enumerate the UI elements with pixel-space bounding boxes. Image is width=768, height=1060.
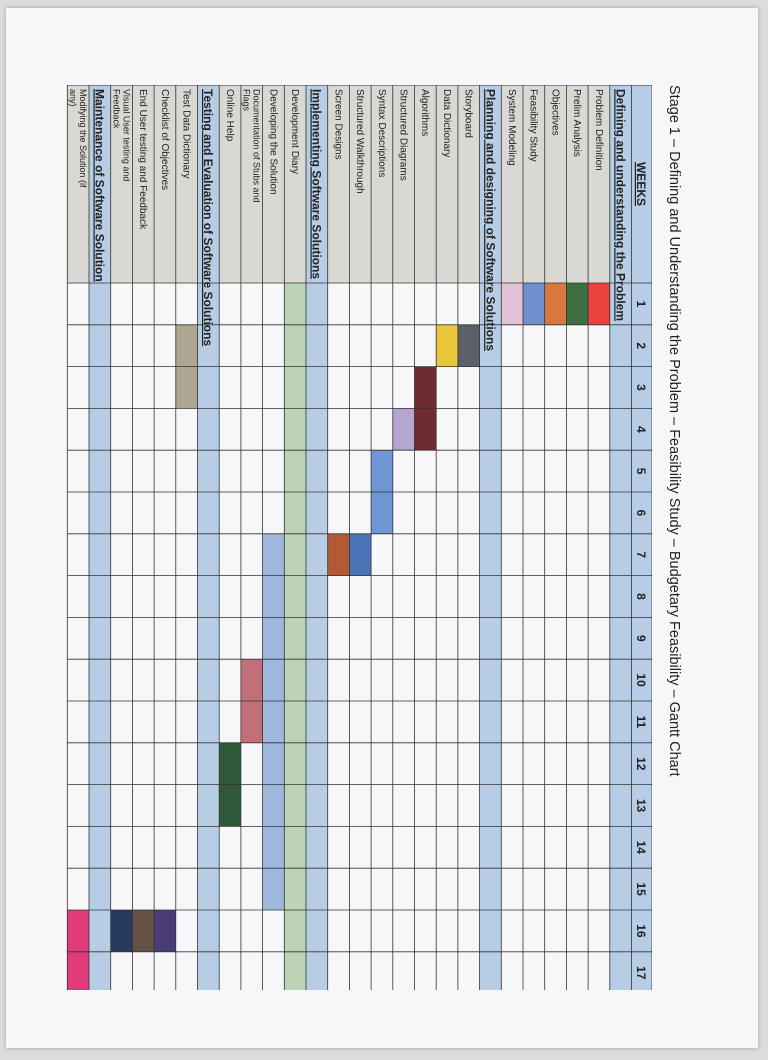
task-label-cell [67, 85, 89, 283]
task-label: Data Dictionary [441, 89, 452, 157]
task-bar [284, 283, 306, 990]
task-label: Problem Definition [593, 89, 604, 171]
task-bar [566, 283, 589, 325]
task-label-line: Feedback [111, 89, 121, 129]
task-label-cell [544, 85, 567, 283]
header-row-band [631, 85, 652, 990]
task-label-cell [154, 85, 176, 283]
week-tick-label: 7 [634, 551, 648, 558]
section-label: Defining and understanding the Problem [614, 89, 628, 321]
task-label: End User testing and Feedback [137, 89, 148, 230]
section-band [609, 85, 632, 990]
task-label: Checklist of Objectives [159, 89, 170, 190]
section-label: Implementing Software Solutions [310, 89, 324, 279]
task-label-line: Flags [242, 89, 252, 112]
week-tick-label: 1 [634, 301, 648, 308]
task-label-cell [392, 85, 415, 283]
task-label-line: Modifying the Solution (if [78, 89, 88, 188]
task-bar [522, 283, 545, 325]
task-bar [327, 533, 350, 576]
week-tick-label: 13 [634, 799, 648, 813]
task-label-cell [284, 85, 306, 283]
task-label: Storyboard [463, 89, 474, 138]
task-label-line: Documentation of Stubs and [252, 89, 262, 203]
task-label-cell [501, 85, 523, 283]
task-bar [110, 910, 133, 952]
task-label-cell [110, 85, 133, 283]
task-bar [501, 283, 523, 325]
task-label: Test Data Dictionary [181, 89, 192, 178]
task-label-cell [522, 85, 545, 283]
task-label-cell [414, 85, 437, 283]
task-label: Documentation of Stubs andFlags [242, 89, 262, 203]
task-label: Visual User testing andFeedback [111, 89, 131, 181]
task-label: Modifying the Solution (ifany) [68, 89, 88, 188]
section-label: Planning and designing of Software Solut… [483, 89, 497, 351]
week-tick-label: 12 [634, 757, 648, 771]
task-label: Online Help [224, 89, 235, 142]
week-tick-label: 3 [634, 384, 648, 391]
task-label-line: Visual User testing and [121, 89, 131, 181]
rotated-chart-page: Stage 1 – Defining and Understanding the… [62, 85, 682, 990]
section-label: Testing and Evaluation of Software Solut… [201, 89, 215, 346]
task-label: Syntax Descriptions [376, 89, 387, 177]
task-label: Prelim Analysis [571, 89, 582, 157]
task-bar [132, 910, 155, 952]
week-tick-label: 16 [634, 924, 648, 938]
task-label: Development Diary [289, 89, 300, 174]
section-band [479, 85, 502, 990]
section-band [197, 85, 220, 990]
task-bar [588, 283, 610, 325]
task-bar [544, 283, 567, 325]
task-label: Screen Designs [332, 89, 343, 160]
week-tick-label: 15 [634, 882, 648, 896]
task-label-cell [262, 85, 285, 283]
task-bar [436, 324, 458, 367]
task-label-cell [132, 85, 155, 283]
week-tick-label: 14 [634, 841, 648, 855]
week-tick-label: 4 [634, 426, 648, 433]
weeks-header-label: WEEKS [634, 162, 648, 206]
task-label: Feasibility Study [528, 89, 539, 162]
week-tick-label: 9 [634, 635, 648, 642]
week-tick-label: 2 [634, 342, 648, 349]
task-bar [262, 533, 285, 910]
section-label: Maintenance of Software Solution [93, 89, 107, 282]
section-band [306, 85, 328, 990]
section-band [89, 85, 111, 990]
task-label-cell [457, 85, 480, 283]
task-label: Structured Walkthrough [354, 89, 365, 194]
week-tick-label: 5 [634, 468, 648, 475]
task-bar [154, 910, 176, 952]
task-label-cell [588, 85, 610, 283]
task-label-cell [566, 85, 589, 283]
task-label-cell [240, 85, 263, 283]
task-label-cell [219, 85, 241, 283]
task-label-line: any) [68, 89, 78, 107]
task-label-cell [436, 85, 458, 283]
task-label: Developing the Solution [267, 89, 278, 195]
task-label-cell [327, 85, 350, 283]
week-tick-label: 8 [634, 593, 648, 600]
task-label-cell [349, 85, 372, 283]
task-label-cell [175, 85, 198, 283]
task-label: System Modeling [506, 89, 517, 166]
task-label: Algorithms [419, 89, 430, 136]
task-label-cell [371, 85, 393, 283]
week-tick-label: 6 [634, 510, 648, 517]
week-tick-label: 11 [634, 716, 648, 729]
task-bar [349, 533, 372, 576]
task-bar [392, 408, 415, 451]
task-bar [67, 910, 89, 990]
task-label: Structured Diagrams [398, 89, 409, 181]
week-tick-label: 10 [634, 673, 648, 687]
week-tick-label: 17 [634, 966, 648, 980]
chart-title: Stage 1 – Defining and Understanding the… [666, 85, 682, 777]
task-bar [457, 324, 480, 367]
task-label: Objectives [549, 89, 560, 136]
